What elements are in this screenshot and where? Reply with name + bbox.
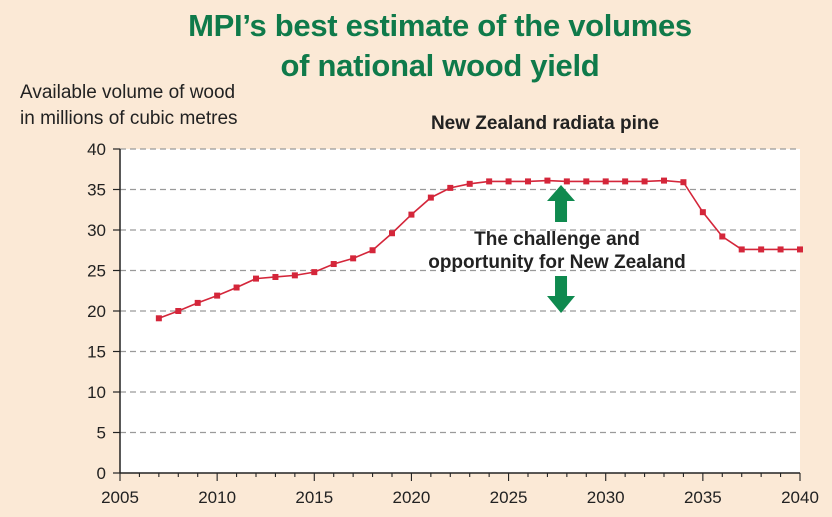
data-point	[486, 178, 493, 185]
chart-title: MPI’s best estimate of the volumes of na…	[130, 6, 750, 86]
data-point	[680, 179, 687, 186]
x-tick-label: 2005	[101, 488, 139, 507]
y-tick-label: 15	[87, 343, 106, 362]
y-tick-label: 20	[87, 302, 106, 321]
data-point	[583, 178, 590, 185]
y-tick-label: 0	[97, 464, 106, 483]
x-tick-label: 2040	[781, 488, 819, 507]
x-tick-label: 2020	[393, 488, 431, 507]
title-line-1: MPI’s best estimate of the volumes	[188, 8, 692, 43]
data-point	[641, 178, 648, 185]
data-point	[214, 292, 221, 299]
data-point	[369, 247, 376, 254]
series-line	[158, 179, 800, 320]
y-tick-label: 40	[87, 140, 106, 159]
x-tick-label: 2025	[490, 488, 528, 507]
data-point	[408, 211, 415, 218]
y-tick-label: 30	[87, 221, 106, 240]
down-arrow-icon	[547, 276, 576, 313]
data-point	[622, 178, 629, 185]
x-tick-label: 2015	[295, 488, 333, 507]
data-point	[175, 308, 182, 314]
data-point	[777, 246, 784, 253]
y-tick-label: 5	[97, 424, 106, 443]
data-point	[719, 233, 726, 240]
data-point	[563, 178, 570, 185]
data-point	[253, 275, 259, 282]
annotation-line-1: The challenge and	[474, 229, 640, 250]
y-tick-label: 10	[87, 383, 106, 402]
data-point	[350, 255, 357, 262]
data-point	[233, 284, 240, 291]
data-point	[272, 273, 279, 280]
data-point	[661, 177, 667, 184]
data-point	[525, 178, 531, 185]
data-point	[194, 299, 201, 306]
y-tick-label: 25	[87, 262, 106, 281]
x-tick-label: 2035	[684, 488, 722, 507]
axes	[113, 148, 801, 481]
data-point	[155, 315, 162, 322]
title-line-2: of national wood yield	[280, 48, 600, 83]
data-point	[602, 178, 609, 185]
data-point	[330, 261, 337, 268]
data-point	[466, 180, 473, 187]
data-point	[699, 209, 706, 216]
data-point	[738, 246, 745, 253]
y-axis-label-line-1: Available volume of wood	[20, 82, 236, 103]
x-tick-label: 2010	[198, 488, 236, 507]
up-arrow-icon	[547, 185, 576, 222]
data-point	[291, 272, 298, 279]
y-tick-label: 35	[87, 181, 106, 200]
data-point	[505, 178, 512, 185]
data-point	[797, 246, 803, 253]
data-point	[427, 194, 434, 201]
data-point	[447, 184, 454, 191]
data-point	[311, 269, 318, 276]
y-axis-label-line-2: in millions of cubic metres	[20, 108, 238, 129]
data-series	[155, 177, 803, 322]
data-point	[544, 177, 551, 184]
annotation-line-2: opportunity for New Zealand	[428, 252, 686, 273]
gridlines	[120, 148, 800, 473]
data-point	[758, 246, 765, 253]
chart-subtitle: New Zealand radiata pine	[430, 113, 660, 134]
x-tick-label: 2030	[587, 488, 625, 507]
y-axis-label: Available volume of wood in millions of …	[20, 80, 238, 132]
data-point	[389, 230, 395, 237]
